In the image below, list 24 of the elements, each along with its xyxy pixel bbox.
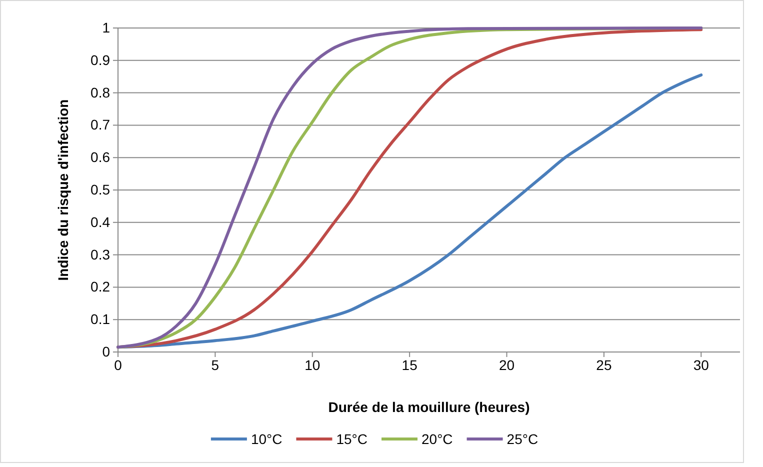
x-tick-label: 0 <box>114 356 122 373</box>
x-tick-label: 15 <box>402 356 418 373</box>
legend-label: 10°C <box>250 431 282 447</box>
x-tick-label: 30 <box>693 356 710 373</box>
legend-label: 20°C <box>422 431 453 447</box>
y-tick-label: 0.6 <box>90 149 110 166</box>
y-tick-label: 0.5 <box>90 181 110 198</box>
legend-label: 25°C <box>506 431 538 447</box>
y-tick-label: 0.4 <box>90 214 110 230</box>
y-tick-label: 0.3 <box>90 246 110 262</box>
x-tick-label: 10 <box>304 356 320 373</box>
x-tick-label: 20 <box>498 356 515 373</box>
x-tick-label: 5 <box>211 356 220 373</box>
x-tick-label: 25 <box>596 356 612 373</box>
y-tick-label: 0.9 <box>90 52 110 68</box>
y-axis-title: Indice du risque d'infection <box>55 99 71 281</box>
y-tick-label: 1 <box>102 19 110 36</box>
legend-label: 15°C <box>336 431 368 447</box>
y-tick-label: 0 <box>102 343 110 360</box>
y-tick-label: 0.1 <box>90 311 110 328</box>
y-tick-label: 0.8 <box>90 84 110 100</box>
y-tick-label: 0.7 <box>90 116 110 133</box>
y-tick-label: 0.2 <box>90 278 110 295</box>
x-axis-title: Durée de la mouillure (heures) <box>328 399 530 415</box>
